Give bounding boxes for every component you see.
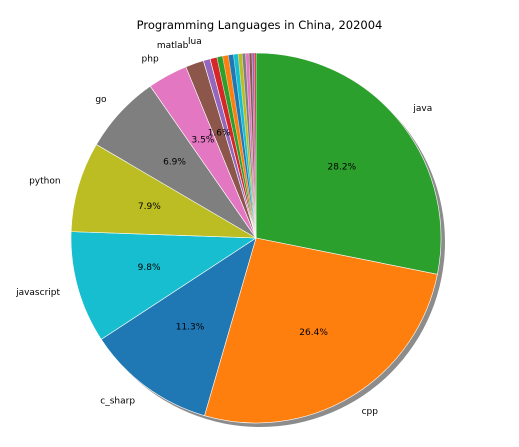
pie-category-label-go: go (95, 95, 107, 105)
pie-slice-python (70, 144, 257, 239)
pie-category-label-matlab: matlab (157, 41, 189, 51)
pie-category-labels: java cpp c_sharp javascript python go php matla… (15, 37, 432, 417)
pie-percent-labels: 28.2% 26.4% 11.3% 9.8% 7.9% 6.9% 3.5%1.6% (138, 128, 357, 338)
pie-percent-label-javascript: 9.8% (138, 263, 161, 273)
pie-percent-label-c_sharp: 11.3% (176, 322, 205, 332)
pie-slice-other-19 (254, 52, 257, 239)
pie-percent-label-python: 7.9% (138, 202, 161, 212)
pie-category-label-c_sharp: c_sharp (100, 397, 135, 407)
pie-category-label-java: java (412, 104, 432, 114)
pie-slice-javascript (70, 231, 257, 340)
pie-slice-cpp (204, 237, 438, 424)
pie-category-label-lua: lua (188, 37, 202, 47)
pie-category-label-javascript: javascript (15, 288, 60, 298)
pie-category-label-cpp: cpp (362, 407, 379, 417)
pie-slice-c_sharp (100, 237, 257, 417)
pie-percent-label-go: 6.9% (163, 158, 186, 168)
pie-category-label-php: php (142, 54, 159, 64)
pie-percent-label-cpp: 26.4% (299, 328, 328, 338)
pie-percent-label-matlab: 1.6% (208, 128, 231, 138)
pie-slice-java (255, 52, 442, 275)
pie-category-label-python: python (29, 176, 60, 186)
chart-title: Programming Languages in China, 202004 (136, 18, 383, 32)
pie-percent-label-java: 28.2% (328, 163, 357, 173)
pie-slices (70, 52, 442, 424)
pie-percent-label-php: 3.5% (191, 136, 214, 146)
